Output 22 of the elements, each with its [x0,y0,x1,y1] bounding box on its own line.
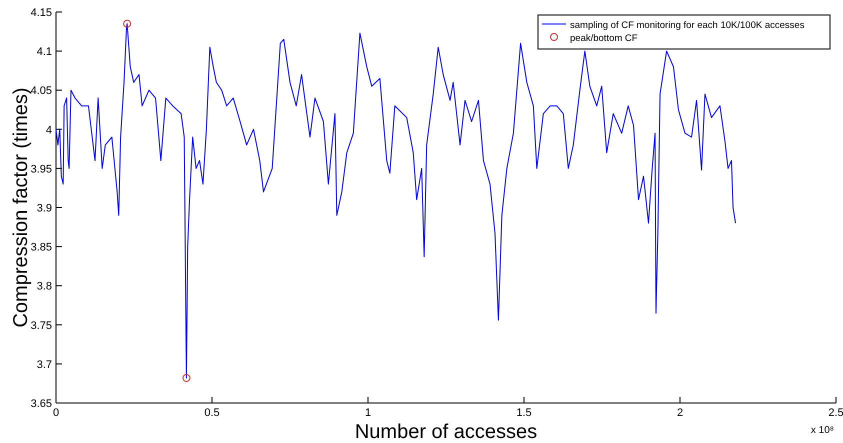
y-tick-label: 4.1 [36,46,52,58]
x-tick-label: 2.5 [828,407,843,419]
x-axis-title: Number of accesses [354,421,538,443]
y-tick-label: 3.7 [36,358,52,371]
y-tick-label: 3.65 [30,398,52,410]
x-tick-label: 0 [52,407,60,419]
x-tick-label: 1 [364,407,372,419]
legend-label: peak/bottom CF [570,33,638,44]
y-tick-label: 4 [46,124,52,136]
x-tick-label: 0.5 [204,407,220,419]
x-tick-label: 2 [676,407,684,419]
y-tick-label: 3.95 [30,163,52,176]
y-tick-label: 3.8 [36,280,52,293]
y-axis-title: Compression factor (times) [10,87,32,328]
y-tick-label: 4.05 [30,85,52,98]
y-tick-label: 3.85 [30,242,52,254]
legend-label: sampling of CF monitoring for each 10K/100K accesses [570,20,805,31]
y-tick-label: 3.75 [30,320,52,332]
text: x 10⁸ [810,425,834,436]
y-tick-label: 3.9 [36,202,52,214]
y-tick-label: 4.15 [30,7,52,19]
x-tick-label: 1.5 [516,407,532,419]
